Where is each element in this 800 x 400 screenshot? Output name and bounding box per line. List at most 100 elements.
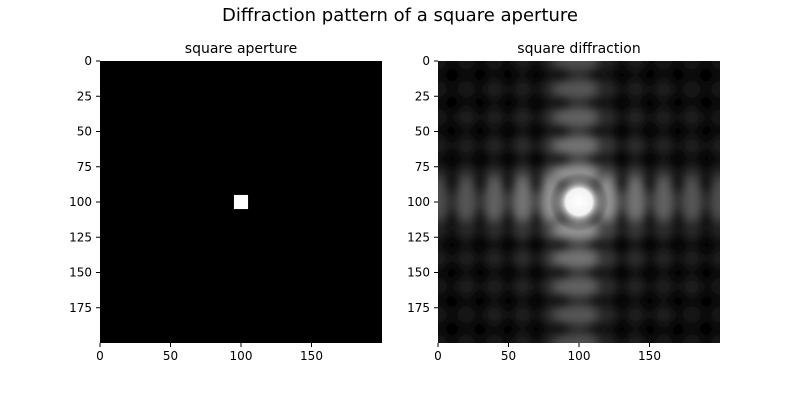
diffraction-side-lobe [651,176,676,228]
diffraction-x-axis: 0 50 100 150 [434,343,661,363]
square-aperture-mark [233,194,249,210]
aperture-y-tick-label: 100 [69,195,92,209]
diffraction-side-lobe [708,359,732,383]
diffraction-side-lobe [651,331,676,343]
diffraction-side-lobe [454,161,479,186]
diffraction-side-lobe [398,49,422,73]
diffraction-side-lobe [553,61,605,73]
diffraction-side-lobe [623,176,648,228]
diffraction-side-lobe [454,61,479,73]
diffraction-side-lobe [553,302,605,327]
aperture-y-tick-label: 0 [84,54,92,68]
diffraction-side-lobe [708,176,720,228]
diffraction-side-lobe [651,246,676,271]
diffraction-panel: square diffraction 0 50 100 150 0 25 50 75 100 1… [398,21,760,383]
diffraction-side-lobe [595,331,620,343]
diffraction-side-lobe [454,302,479,327]
diffraction-side-lobe [482,302,507,327]
diffraction-side-lobe [438,331,450,343]
diffraction-side-lobe [510,61,535,73]
diffraction-side-lobe [623,246,648,271]
diffraction-side-lobe [623,161,648,186]
diffraction-side-lobe [708,61,720,73]
diffraction-side-lobe [623,61,648,73]
diffraction-side-lobe [736,303,760,327]
diffraction-side-lobe [538,246,563,271]
aperture-y-tick-label: 175 [69,301,92,315]
figure-title: Diffraction pattern of a square aperture [222,5,578,26]
diffraction-side-lobe [708,331,720,343]
diffraction-side-lobe [651,302,676,327]
diffraction-side-lobe [595,77,620,102]
diffraction-side-lobe [708,133,720,158]
diffraction-side-lobe [454,105,479,130]
diffraction-side-lobe [454,218,479,243]
diffraction-side-lobe [595,246,620,271]
diffraction-side-lobe [736,177,760,228]
diffraction-y-axis: 0 25 50 75 100 125 150 175 [407,54,438,315]
diffraction-side-lobe [736,21,760,45]
diffraction-side-lobe [651,218,676,243]
diffraction-side-lobe [398,331,422,355]
diffraction-side-lobe [398,359,422,383]
diffraction-side-lobe [454,133,479,158]
diffraction-side-lobe [454,21,478,45]
diffraction-side-lobe [482,218,507,243]
diffraction-side-lobe [510,302,535,327]
diffraction-side-lobe [708,246,720,271]
diffraction-side-lobe [482,133,507,158]
diffraction-side-lobe [438,246,450,271]
diffraction-side-lobe [482,105,507,130]
aperture-x-axis: 0 50 100 150 [96,343,323,363]
diffraction-side-lobe [679,77,704,102]
diffraction-side-lobe [438,105,450,130]
diffraction-side-lobe [623,218,648,243]
diffraction-side-lobe [651,105,676,130]
diffraction-side-lobe [438,77,450,102]
diffraction-x-tick-label: 0 [434,349,442,363]
diffraction-y-tick-label: 0 [422,54,430,68]
diffraction-side-lobe [595,359,619,383]
diffraction-side-lobe [679,133,704,158]
aperture-y-tick-label: 75 [77,160,92,174]
diffraction-side-lobe [454,246,479,271]
diffraction-side-lobe [510,77,535,102]
diffraction-side-lobe [538,133,563,158]
diffraction-side-lobe [595,105,620,130]
diffraction-side-lobe [510,274,535,299]
diffraction-side-lobe [708,21,732,45]
diffraction-side-lobe [553,133,605,158]
diffraction-side-lobe [510,331,535,343]
aperture-panel-title: square aperture [185,41,297,57]
diffraction-side-lobe [679,161,704,186]
aperture-x-tick-label: 100 [230,349,253,363]
diffraction-side-lobe [595,274,620,299]
diffraction-side-lobe [553,77,605,102]
diffraction-x-tick-label: 50 [501,349,516,363]
aperture-x-tick-label: 150 [300,349,323,363]
diffraction-side-lobe [454,77,479,102]
diffraction-side-lobe [438,176,450,228]
diffraction-side-lobe [438,133,450,158]
diffraction-side-lobe [623,133,648,158]
diffraction-side-lobe [595,218,620,243]
aperture-y-tick-label: 50 [77,125,92,139]
diffraction-side-lobe [510,133,535,158]
diffraction-side-lobe [553,274,605,299]
diffraction-side-lobe [623,274,648,299]
diffraction-y-tick-label: 25 [415,89,430,103]
diffraction-side-lobe [438,61,450,73]
diffraction-y-tick-label: 100 [407,195,430,209]
diffraction-side-lobe [679,331,704,343]
diffraction-side-lobe [651,161,676,186]
diffraction-side-lobe [652,21,676,45]
diffraction-side-lobe [679,218,704,243]
diffraction-y-tick-label: 125 [407,230,430,244]
diffraction-side-lobe [482,176,507,228]
aperture-y-tick-label: 150 [69,266,92,280]
diffraction-side-lobe [708,77,720,102]
diffraction-side-lobe [454,274,479,299]
diffraction-side-lobe [736,359,760,383]
aperture-x-tick-label: 0 [96,349,104,363]
